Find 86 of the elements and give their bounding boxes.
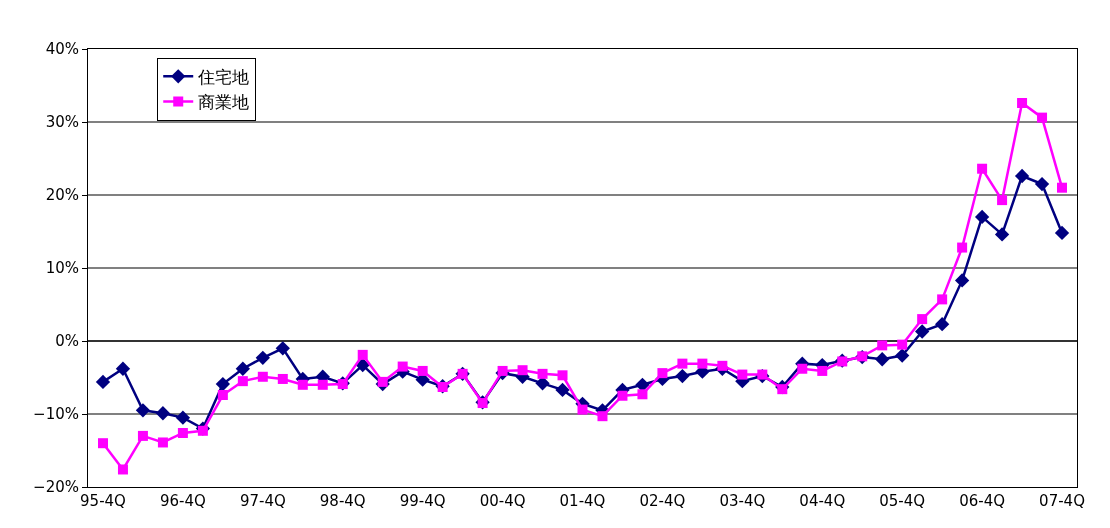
point [157, 437, 168, 448]
x-tick-label: 95-4Q [80, 492, 126, 510]
point [115, 361, 131, 376]
x-tick-label: 02-4Q [639, 492, 686, 510]
x-tick-label: 04-4Q [799, 492, 846, 510]
x-tick-label: 99-4Q [399, 492, 446, 510]
point [1054, 225, 1070, 241]
point [657, 368, 668, 379]
point [977, 163, 988, 174]
point [597, 411, 608, 422]
legend-label: 商業地 [198, 92, 250, 113]
y-tick-label: 10% [45, 259, 79, 278]
point [135, 403, 151, 418]
x-tick-label: 00-4Q [479, 492, 526, 510]
point [737, 369, 748, 380]
x-tick-label: 03-4Q [719, 492, 766, 510]
point [877, 340, 888, 351]
point [235, 361, 250, 376]
x-tick-label: 96-4Q [159, 492, 206, 510]
point [934, 317, 950, 332]
point [937, 294, 948, 305]
point [537, 368, 548, 379]
point [417, 365, 428, 376]
point [397, 361, 408, 372]
point [875, 352, 890, 367]
point [297, 379, 308, 390]
y-tick-label: 30% [45, 113, 79, 132]
x-tick-label: 98-4Q [319, 492, 366, 510]
point [717, 360, 728, 371]
point [1034, 176, 1050, 192]
x-tick-label: 97-4Q [239, 492, 286, 510]
x-tick-label: 06-4Q [959, 492, 1006, 510]
point [1037, 112, 1048, 123]
point [917, 314, 928, 325]
point [377, 376, 388, 387]
y-tick-label: −20% [33, 478, 79, 497]
point [677, 358, 688, 369]
point [954, 273, 970, 288]
point [255, 350, 270, 365]
point [217, 390, 228, 401]
point [517, 365, 528, 376]
point [897, 339, 908, 350]
point [535, 376, 550, 391]
point [915, 324, 930, 339]
point [175, 410, 191, 425]
y-tick-label: 20% [45, 186, 79, 205]
point [177, 427, 188, 438]
point [675, 368, 690, 384]
legend-label: 住宅地 [197, 66, 250, 87]
point [155, 406, 171, 421]
point [317, 379, 328, 390]
point [1017, 98, 1028, 109]
x-tick-label: 01-4Q [559, 492, 606, 510]
point [817, 365, 828, 376]
point [974, 209, 990, 225]
y-tick-label: 0% [55, 332, 79, 351]
point [237, 376, 248, 387]
point [797, 363, 808, 374]
y-tick-label: −10% [33, 405, 79, 424]
x-tick-label: 07-4Q [1039, 492, 1085, 510]
point [357, 349, 368, 360]
point [97, 438, 108, 449]
point [957, 242, 968, 253]
point [577, 404, 588, 415]
point [1057, 182, 1068, 193]
point [257, 371, 268, 382]
point [557, 370, 568, 381]
point [137, 430, 148, 441]
point [994, 227, 1010, 242]
point [1014, 168, 1030, 184]
point [637, 389, 648, 400]
point [197, 425, 208, 436]
point [117, 464, 128, 475]
point [895, 348, 910, 363]
point [497, 365, 508, 376]
x-tick-label: 05-4Q [879, 492, 926, 510]
point [997, 195, 1008, 206]
y-tick-label: 40% [45, 40, 79, 59]
point [697, 358, 708, 369]
point [215, 376, 231, 392]
point [555, 382, 570, 398]
point [757, 369, 768, 380]
point [275, 341, 290, 356]
point [95, 374, 111, 390]
point [277, 373, 288, 384]
point [617, 390, 628, 401]
